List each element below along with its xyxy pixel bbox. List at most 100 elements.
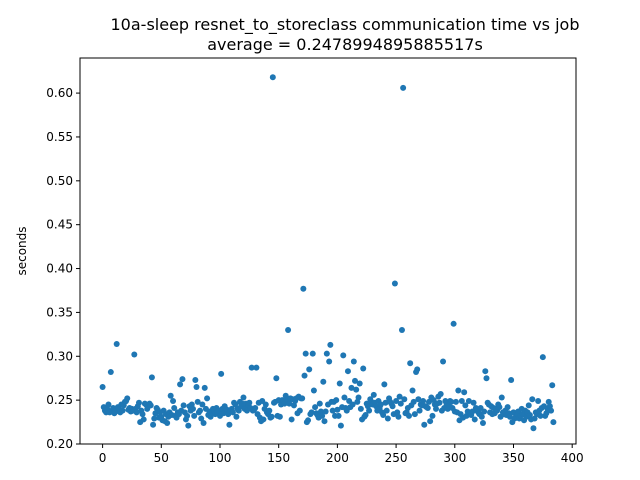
- data-point: [335, 412, 342, 419]
- data-point: [285, 326, 292, 333]
- data-point: [320, 378, 327, 385]
- data-point: [150, 421, 157, 428]
- data-point: [273, 375, 280, 382]
- data-point: [107, 369, 114, 376]
- data-point: [310, 387, 317, 394]
- data-point: [530, 425, 537, 432]
- data-point: [124, 395, 131, 402]
- data-point: [498, 394, 505, 401]
- data-point: [151, 415, 158, 422]
- data-point: [414, 366, 421, 373]
- x-tick-label: 50: [154, 451, 169, 465]
- x-tick-label: 400: [561, 451, 584, 465]
- data-point: [398, 326, 405, 333]
- data-point: [133, 409, 140, 416]
- data-point: [99, 383, 106, 390]
- data-point: [189, 405, 196, 412]
- data-point: [323, 350, 330, 357]
- data-point: [334, 406, 341, 413]
- chart-subtitle: average = 0.2478994895885517s: [207, 35, 483, 54]
- data-point: [201, 384, 208, 391]
- data-point: [226, 421, 233, 428]
- data-point: [504, 404, 511, 411]
- x-tick-label: 250: [385, 451, 408, 465]
- data-point: [479, 419, 486, 426]
- data-point: [506, 413, 513, 420]
- data-point: [164, 419, 171, 426]
- data-point: [465, 398, 472, 405]
- data-point: [357, 405, 364, 412]
- x-tick-label: 350: [502, 451, 525, 465]
- data-point: [135, 399, 142, 406]
- data-point: [329, 407, 336, 414]
- data-point: [383, 407, 390, 414]
- data-point: [229, 409, 236, 416]
- data-point: [147, 402, 154, 409]
- data-point: [191, 412, 198, 419]
- data-point: [253, 364, 260, 371]
- data-point: [452, 398, 459, 405]
- y-tick-label: 0.40: [46, 262, 73, 276]
- x-tick-label: 150: [267, 451, 290, 465]
- data-point: [198, 415, 205, 422]
- data-point: [481, 408, 488, 415]
- y-tick-label: 0.25: [46, 393, 73, 407]
- data-point: [306, 366, 313, 373]
- data-point: [326, 358, 333, 365]
- data-point: [184, 412, 191, 419]
- data-point: [316, 400, 323, 407]
- data-point: [458, 398, 465, 405]
- data-point: [483, 375, 490, 382]
- data-point: [393, 398, 400, 405]
- data-point: [391, 280, 398, 287]
- data-point: [377, 401, 384, 408]
- data-point: [344, 368, 351, 375]
- data-point: [286, 400, 293, 407]
- x-axis-ticks: 0 50 100 150 200 250 300 350 400: [99, 444, 584, 465]
- data-point: [462, 402, 469, 409]
- data-point: [531, 415, 538, 422]
- data-point: [389, 403, 396, 410]
- data-point: [440, 358, 447, 365]
- data-point: [194, 398, 201, 405]
- data-point: [366, 407, 373, 414]
- data-point: [450, 320, 457, 327]
- data-point: [319, 412, 326, 419]
- data-point: [537, 412, 544, 419]
- data-point: [348, 384, 355, 391]
- data-point: [420, 398, 427, 405]
- x-tick-label: 300: [443, 451, 466, 465]
- data-point: [362, 412, 369, 419]
- data-point: [384, 415, 391, 422]
- data-point: [336, 380, 343, 387]
- y-tick-label: 0.45: [46, 218, 73, 232]
- data-point: [508, 376, 515, 383]
- data-point: [448, 398, 455, 405]
- data-point: [381, 381, 388, 388]
- data-point: [300, 285, 307, 292]
- y-tick-label: 0.35: [46, 305, 73, 319]
- data-point: [139, 411, 146, 418]
- data-point: [240, 394, 247, 401]
- data-point: [352, 377, 358, 384]
- data-point: [299, 395, 306, 402]
- data-point: [395, 413, 402, 420]
- data-point: [461, 389, 468, 396]
- y-tick-label: 0.50: [46, 174, 73, 188]
- data-point: [260, 416, 267, 423]
- data-point: [218, 370, 225, 377]
- data-point: [470, 399, 477, 406]
- data-point: [276, 413, 283, 420]
- data-point: [170, 398, 177, 405]
- data-point: [296, 407, 303, 414]
- data-point: [167, 392, 174, 399]
- data-point: [199, 401, 206, 408]
- chart-title: 10a-sleep resnet_to_storeclass communica…: [111, 15, 580, 35]
- data-point: [269, 74, 276, 81]
- data-point: [436, 399, 443, 406]
- data-point: [539, 354, 546, 361]
- data-point: [171, 405, 178, 412]
- data-point: [471, 416, 478, 423]
- data-point: [415, 396, 422, 403]
